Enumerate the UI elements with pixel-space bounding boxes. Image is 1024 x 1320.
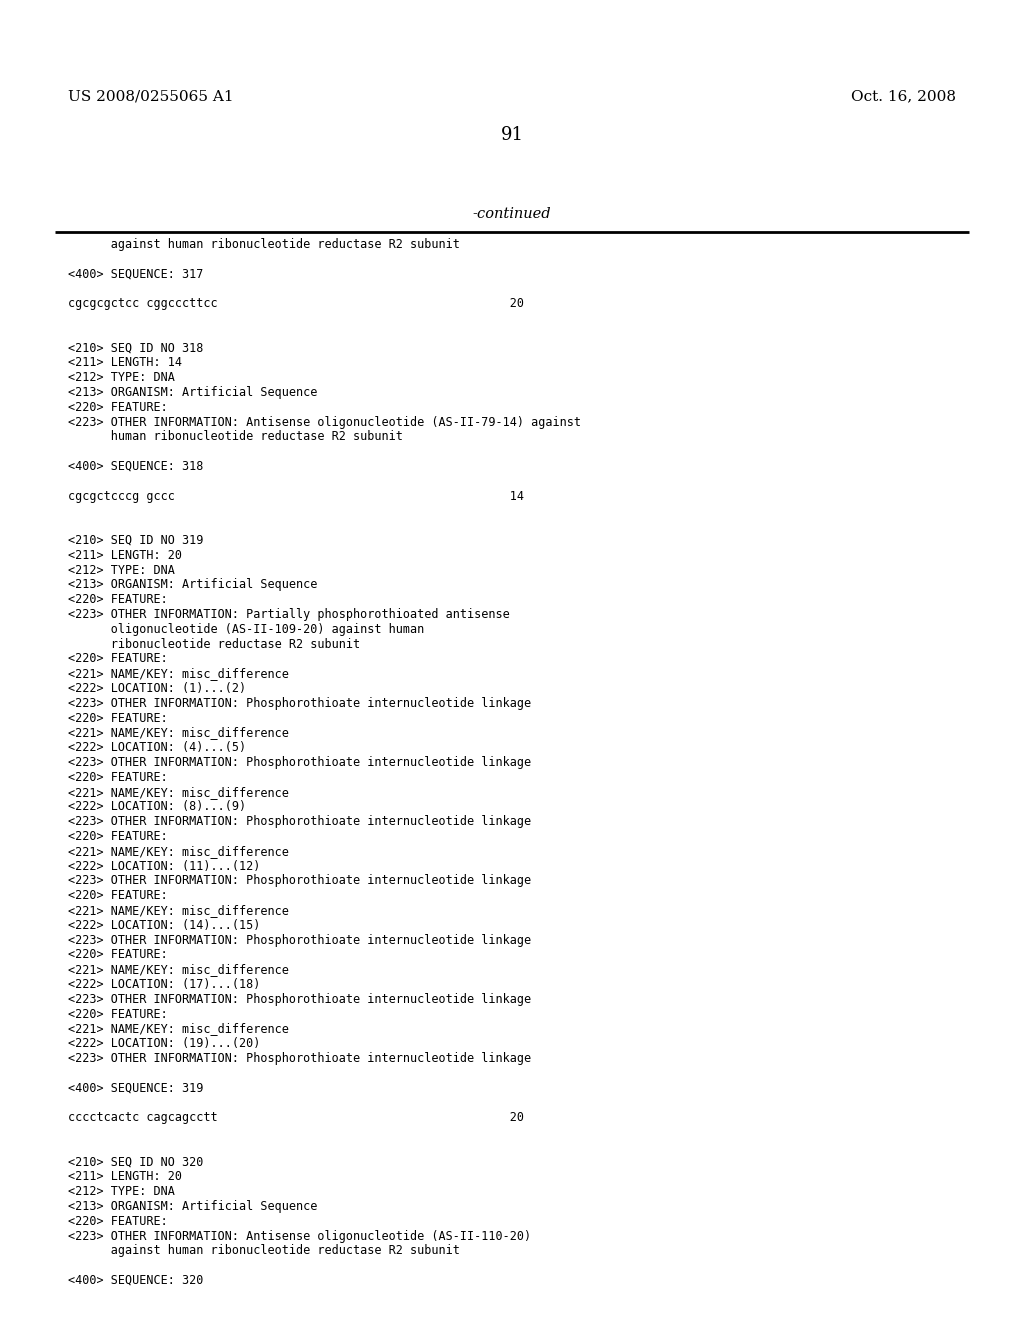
Text: human ribonucleotide reductase R2 subunit: human ribonucleotide reductase R2 subuni… — [68, 430, 402, 444]
Text: <223> OTHER INFORMATION: Phosphorothioate internucleotide linkage: <223> OTHER INFORMATION: Phosphorothioat… — [68, 933, 531, 946]
Text: <221> NAME/KEY: misc_difference: <221> NAME/KEY: misc_difference — [68, 785, 289, 799]
Text: <223> OTHER INFORMATION: Antisense oligonucleotide (AS-II-110-20): <223> OTHER INFORMATION: Antisense oligo… — [68, 1230, 531, 1242]
Text: <221> NAME/KEY: misc_difference: <221> NAME/KEY: misc_difference — [68, 1023, 289, 1035]
Text: <220> FEATURE:: <220> FEATURE: — [68, 711, 168, 725]
Text: <210> SEQ ID NO 318: <210> SEQ ID NO 318 — [68, 342, 204, 355]
Text: <223> OTHER INFORMATION: Phosphorothioate internucleotide linkage: <223> OTHER INFORMATION: Phosphorothioat… — [68, 756, 531, 770]
Text: <220> FEATURE:: <220> FEATURE: — [68, 771, 168, 784]
Text: <211> LENGTH: 20: <211> LENGTH: 20 — [68, 549, 182, 562]
Text: <223> OTHER INFORMATION: Phosphorothioate internucleotide linkage: <223> OTHER INFORMATION: Phosphorothioat… — [68, 993, 531, 1006]
Text: cgcgcgctcc cggcccttcc                                         20: cgcgcgctcc cggcccttcc 20 — [68, 297, 524, 310]
Text: -continued: -continued — [473, 207, 551, 220]
Text: US 2008/0255065 A1: US 2008/0255065 A1 — [68, 88, 233, 103]
Text: <212> TYPE: DNA: <212> TYPE: DNA — [68, 564, 175, 577]
Text: <220> FEATURE:: <220> FEATURE: — [68, 948, 168, 961]
Text: <213> ORGANISM: Artificial Sequence: <213> ORGANISM: Artificial Sequence — [68, 385, 317, 399]
Text: <212> TYPE: DNA: <212> TYPE: DNA — [68, 1185, 175, 1199]
Text: oligonucleotide (AS-II-109-20) against human: oligonucleotide (AS-II-109-20) against h… — [68, 623, 424, 636]
Text: <223> OTHER INFORMATION: Antisense oligonucleotide (AS-II-79-14) against: <223> OTHER INFORMATION: Antisense oligo… — [68, 416, 581, 429]
Text: <223> OTHER INFORMATION: Partially phosphorothioated antisense: <223> OTHER INFORMATION: Partially phosp… — [68, 609, 510, 620]
Text: <223> OTHER INFORMATION: Phosphorothioate internucleotide linkage: <223> OTHER INFORMATION: Phosphorothioat… — [68, 874, 531, 887]
Text: <400> SEQUENCE: 320: <400> SEQUENCE: 320 — [68, 1274, 204, 1287]
Text: <400> SEQUENCE: 317: <400> SEQUENCE: 317 — [68, 268, 204, 281]
Text: <220> FEATURE:: <220> FEATURE: — [68, 1007, 168, 1020]
Text: <221> NAME/KEY: misc_difference: <221> NAME/KEY: misc_difference — [68, 845, 289, 858]
Text: <221> NAME/KEY: misc_difference: <221> NAME/KEY: misc_difference — [68, 964, 289, 977]
Text: cgcgctcccg gccc                                               14: cgcgctcccg gccc 14 — [68, 490, 524, 503]
Text: <223> OTHER INFORMATION: Phosphorothioate internucleotide linkage: <223> OTHER INFORMATION: Phosphorothioat… — [68, 697, 531, 710]
Text: <222> LOCATION: (11)...(12): <222> LOCATION: (11)...(12) — [68, 859, 260, 873]
Text: <212> TYPE: DNA: <212> TYPE: DNA — [68, 371, 175, 384]
Text: <213> ORGANISM: Artificial Sequence: <213> ORGANISM: Artificial Sequence — [68, 1200, 317, 1213]
Text: 91: 91 — [501, 125, 523, 144]
Text: <221> NAME/KEY: misc_difference: <221> NAME/KEY: misc_difference — [68, 726, 289, 739]
Text: <222> LOCATION: (19)...(20): <222> LOCATION: (19)...(20) — [68, 1038, 260, 1051]
Text: <222> LOCATION: (4)...(5): <222> LOCATION: (4)...(5) — [68, 742, 246, 754]
Text: <211> LENGTH: 20: <211> LENGTH: 20 — [68, 1171, 182, 1184]
Text: <220> FEATURE:: <220> FEATURE: — [68, 593, 168, 606]
Text: cccctcactc cagcagcctt                                         20: cccctcactc cagcagcctt 20 — [68, 1111, 524, 1125]
Text: <221> NAME/KEY: misc_difference: <221> NAME/KEY: misc_difference — [68, 904, 289, 917]
Text: against human ribonucleotide reductase R2 subunit: against human ribonucleotide reductase R… — [68, 238, 460, 251]
Text: <221> NAME/KEY: misc_difference: <221> NAME/KEY: misc_difference — [68, 667, 289, 680]
Text: <222> LOCATION: (1)...(2): <222> LOCATION: (1)...(2) — [68, 682, 246, 696]
Text: <223> OTHER INFORMATION: Phosphorothioate internucleotide linkage: <223> OTHER INFORMATION: Phosphorothioat… — [68, 816, 531, 828]
Text: <213> ORGANISM: Artificial Sequence: <213> ORGANISM: Artificial Sequence — [68, 578, 317, 591]
Text: <220> FEATURE:: <220> FEATURE: — [68, 830, 168, 843]
Text: <210> SEQ ID NO 320: <210> SEQ ID NO 320 — [68, 1155, 204, 1168]
Text: ribonucleotide reductase R2 subunit: ribonucleotide reductase R2 subunit — [68, 638, 360, 651]
Text: <223> OTHER INFORMATION: Phosphorothioate internucleotide linkage: <223> OTHER INFORMATION: Phosphorothioat… — [68, 1052, 531, 1065]
Text: Oct. 16, 2008: Oct. 16, 2008 — [851, 88, 956, 103]
Text: <220> FEATURE:: <220> FEATURE: — [68, 890, 168, 902]
Text: <222> LOCATION: (8)...(9): <222> LOCATION: (8)...(9) — [68, 800, 246, 813]
Text: <220> FEATURE:: <220> FEATURE: — [68, 652, 168, 665]
Text: <222> LOCATION: (17)...(18): <222> LOCATION: (17)...(18) — [68, 978, 260, 991]
Text: <400> SEQUENCE: 319: <400> SEQUENCE: 319 — [68, 1081, 204, 1094]
Text: <220> FEATURE:: <220> FEATURE: — [68, 1214, 168, 1228]
Text: <222> LOCATION: (14)...(15): <222> LOCATION: (14)...(15) — [68, 919, 260, 932]
Text: <400> SEQUENCE: 318: <400> SEQUENCE: 318 — [68, 459, 204, 473]
Text: <220> FEATURE:: <220> FEATURE: — [68, 401, 168, 413]
Text: against human ribonucleotide reductase R2 subunit: against human ribonucleotide reductase R… — [68, 1245, 460, 1258]
Text: <211> LENGTH: 14: <211> LENGTH: 14 — [68, 356, 182, 370]
Text: <210> SEQ ID NO 319: <210> SEQ ID NO 319 — [68, 535, 204, 546]
